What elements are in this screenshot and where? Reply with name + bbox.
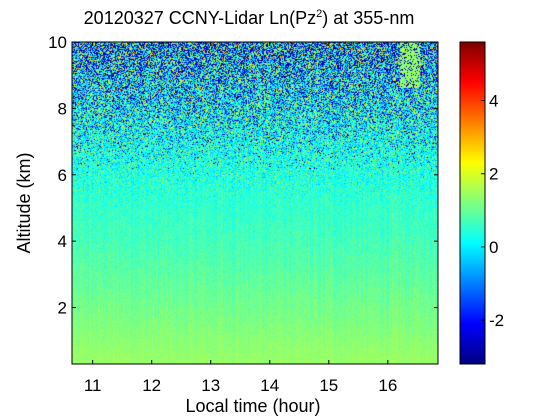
x-tick-label: 14 xyxy=(260,376,279,395)
y-tick-label: 4 xyxy=(58,232,67,251)
lidar-heatmap xyxy=(72,42,438,364)
chart-title: 20120327 CCNY-Lidar Ln(Pz2) at 355-nm xyxy=(84,8,415,28)
heatmap-container xyxy=(72,42,438,364)
colorbar-tick-label: 0 xyxy=(489,238,498,257)
y-tick-label: 8 xyxy=(58,99,67,118)
x-axis: 11 12 13 14 15 16 xyxy=(84,42,397,395)
chart-title-prefix: 20120327 CCNY-Lidar Ln(Pz xyxy=(84,8,316,28)
y-axis: 2 4 6 8 10 xyxy=(48,33,438,318)
x-tick-label: 15 xyxy=(319,376,338,395)
colorbar-tick-label: 4 xyxy=(489,92,498,111)
y-axis-label: Altitude (km) xyxy=(14,152,34,253)
y-tick-label: 2 xyxy=(58,299,67,318)
y-tick-label: 6 xyxy=(58,166,67,185)
x-axis-label: Local time (hour) xyxy=(185,396,320,416)
x-tick-label: 13 xyxy=(201,376,220,395)
x-tick-label: 12 xyxy=(142,376,161,395)
colorbar-container xyxy=(460,42,485,364)
x-tick-label: 11 xyxy=(84,376,102,395)
y-tick-label: 10 xyxy=(48,33,67,52)
chart-title-suffix: ) at 355-nm xyxy=(322,8,414,28)
chart-title-superscript: 2 xyxy=(316,8,322,20)
colorbar-frame xyxy=(459,41,486,365)
colorbar-tick-label: -2 xyxy=(489,311,504,330)
colorbar-tick-label: 2 xyxy=(489,165,498,184)
x-tick-label: 16 xyxy=(378,376,397,395)
colorbar-axis: -2 0 2 4 xyxy=(481,92,504,330)
plot-frame xyxy=(71,41,439,365)
colorbar xyxy=(460,42,485,364)
